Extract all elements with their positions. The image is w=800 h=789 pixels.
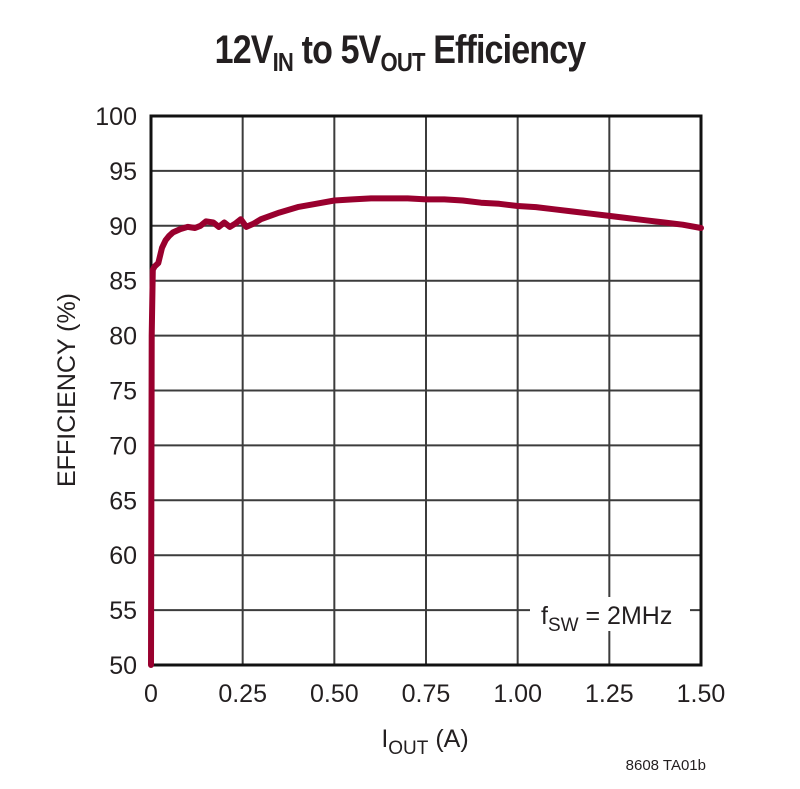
y-tick-label: 70: [109, 432, 137, 460]
fsw-annotation: fSW = 2MHz: [541, 602, 672, 636]
y-tick-label: 65: [109, 487, 137, 515]
y-tick-label: 90: [109, 213, 137, 241]
title-part: to 5V: [293, 28, 382, 72]
x-tick-label: 1.50: [677, 680, 726, 708]
title-part: Efficiency: [424, 28, 586, 72]
title-subscript-in: IN: [272, 47, 294, 77]
y-tick-label: 85: [109, 268, 137, 296]
y-axis-label: EFFICIENCY (%): [53, 293, 81, 487]
y-tick-label: 75: [109, 378, 137, 406]
y-tick-label: 100: [95, 103, 137, 131]
y-tick-label: 50: [109, 652, 137, 680]
y-tick-label: 60: [109, 542, 137, 570]
x-axis-ticks: 0 0.25 0.50 0.75 1.00 1.25 1.50: [144, 680, 725, 708]
x-axis-label: IOUT (A): [381, 725, 468, 759]
x-tick-label: 0.25: [218, 680, 267, 708]
y-tick-label: 95: [109, 158, 137, 186]
title-part: 12V: [214, 28, 274, 72]
chart-title: 12VIN to 5VOUT Efficiency: [60, 28, 740, 78]
x-tick-label: 0.50: [310, 680, 359, 708]
efficiency-curve: [148, 195, 704, 668]
x-tick-label: 0.75: [402, 680, 451, 708]
x-tick-label: 0: [144, 680, 158, 708]
y-tick-label: 55: [109, 597, 137, 625]
annotation-background: [530, 597, 690, 631]
y-axis-ticks: 50 55 60 65 70 75 80 85 90 95 100: [95, 103, 137, 680]
y-tick-label: 80: [109, 323, 137, 351]
title-subscript-out: OUT: [380, 47, 425, 77]
figure-code: 8608 TA01b: [626, 757, 706, 774]
x-tick-label: 1.00: [493, 680, 542, 708]
x-tick-label: 1.25: [585, 680, 634, 708]
